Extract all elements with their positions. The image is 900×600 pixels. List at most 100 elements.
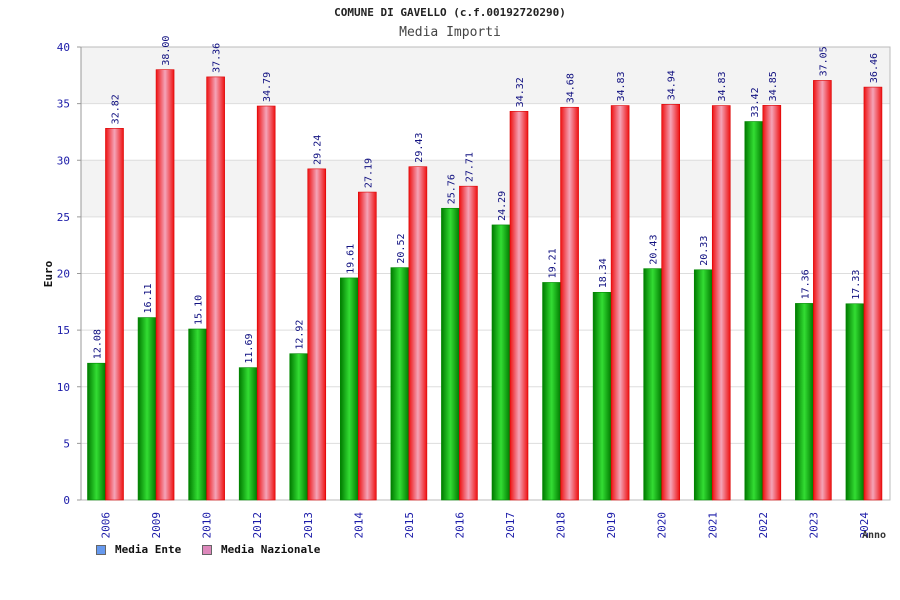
bar-media-ente-2023: [795, 303, 814, 501]
data-label-media-nazionale-2006: 32.82: [111, 94, 122, 124]
bar-media-nazionale-2010: [206, 76, 225, 501]
data-label-media-ente-2016: 25.76: [446, 174, 457, 204]
bar-media-nazionale-2021: [711, 105, 731, 501]
data-label-media-nazionale-2021: 34.83: [717, 71, 728, 101]
bar-media-ente-2020: [643, 268, 662, 501]
data-label-media-nazionale-2009: 38.00: [161, 36, 172, 66]
data-label-media-nazionale-2016: 27.71: [464, 152, 475, 182]
x-tick-label: 2012: [251, 512, 264, 539]
bar-media-nazionale-2016: [459, 185, 478, 501]
data-label-media-ente-2009: 16.11: [143, 283, 154, 313]
bar-media-ente-2013: [289, 353, 309, 501]
x-axis-label: Anno: [862, 530, 886, 541]
bar-media-ente-2012: [238, 367, 258, 501]
data-label-media-nazionale-2015: 29.43: [414, 133, 425, 163]
bar-media-nazionale-2012: [256, 105, 276, 501]
y-tick-label: 15: [57, 324, 70, 337]
data-label-media-nazionale-2024: 36.46: [869, 53, 880, 83]
data-label-media-ente-2020: 20.43: [649, 235, 660, 265]
data-label-media-ente-2017: 24.29: [497, 191, 508, 221]
data-label-media-nazionale-2017: 34.32: [515, 77, 526, 107]
bar-media-nazionale-2015: [408, 166, 428, 501]
bar-media-nazionale-2023: [813, 80, 832, 501]
data-label-media-ente-2013: 12.92: [295, 320, 306, 350]
y-tick-label: 20: [57, 268, 70, 281]
bar-media-ente-2024: [845, 303, 865, 501]
data-label-media-nazionale-2010: 37.36: [212, 43, 223, 73]
bar-media-nazionale-2024: [863, 86, 883, 501]
x-tick-label: 2014: [352, 512, 365, 539]
x-tick-label: 2015: [403, 512, 416, 539]
data-label-media-nazionale-2023: 37.05: [818, 46, 829, 76]
data-label-media-nazionale-2012: 34.79: [262, 72, 273, 102]
data-label-media-nazionale-2018: 34.68: [566, 73, 577, 103]
data-label-media-ente-2022: 33.42: [750, 87, 761, 117]
x-tick-label: 2019: [605, 512, 618, 539]
bar-media-ente-2021: [693, 269, 713, 501]
bar-media-ente-2009: [137, 317, 157, 501]
x-tick-label: 2024: [858, 512, 871, 539]
data-label-media-ente-2006: 12.08: [93, 329, 104, 359]
x-tick-label: 2023: [807, 512, 820, 539]
data-label-media-ente-2023: 17.36: [800, 269, 811, 299]
bar-media-ente-2019: [592, 291, 612, 501]
bar-media-nazionale-2013: [307, 168, 327, 501]
bar-media-ente-2006: [87, 362, 106, 501]
y-tick-label: 10: [57, 381, 70, 394]
x-tick-label: 2009: [150, 512, 163, 539]
x-tick-label: 2010: [201, 512, 214, 539]
legend-label-media-nazionale: Media Nazionale: [221, 543, 321, 556]
legend-swatch-media-nazionale: [202, 544, 212, 555]
bar-media-nazionale-2020: [661, 104, 680, 501]
data-label-media-ente-2021: 20.33: [699, 236, 710, 266]
x-tick-label: 2017: [504, 512, 517, 539]
data-label-media-ente-2024: 17.33: [851, 270, 862, 300]
bar-media-ente-2015: [390, 267, 410, 501]
data-label-media-ente-2014: 19.61: [345, 244, 356, 274]
bar-media-nazionale-2006: [105, 128, 124, 501]
bar-media-nazionale-2022: [762, 105, 782, 501]
data-label-media-ente-2015: 20.52: [396, 234, 407, 264]
legend-swatch-media-ente: [96, 544, 106, 555]
bar-media-nazionale-2014: [358, 191, 377, 501]
y-tick-label: 0: [63, 494, 70, 507]
bar-media-ente-2017: [491, 224, 511, 501]
data-label-media-ente-2018: 19.21: [548, 248, 559, 278]
bar-media-ente-2010: [188, 328, 207, 501]
legend-item-media-nazionale: Media Nazionale: [202, 543, 320, 556]
x-tick-label: 2013: [302, 512, 315, 539]
x-tick-label: 2022: [757, 512, 770, 539]
y-axis-label: Euro: [42, 260, 55, 287]
data-label-media-nazionale-2014: 27.19: [363, 158, 374, 188]
x-tick-label: 2018: [555, 512, 568, 539]
bar-media-ente-2022: [744, 121, 764, 501]
data-label-media-nazionale-2019: 34.83: [616, 71, 627, 101]
x-tick-label: 2020: [656, 512, 669, 539]
y-tick-label: 5: [63, 437, 70, 450]
legend-item-media-ente: Media Ente: [96, 543, 181, 556]
data-label-media-ente-2019: 18.34: [598, 258, 609, 288]
data-label-media-nazionale-2022: 34.85: [768, 71, 779, 101]
y-tick-label: 40: [57, 41, 70, 54]
bar-media-ente-2016: [441, 207, 460, 501]
y-tick-label: 25: [57, 211, 70, 224]
data-label-media-nazionale-2013: 29.24: [313, 135, 324, 165]
legend-label-media-ente: Media Ente: [115, 543, 182, 556]
x-tick-label: 2016: [453, 512, 466, 539]
x-tick-label: 2006: [100, 512, 113, 539]
bar-media-nazionale-2018: [560, 106, 579, 501]
data-label-media-ente-2010: 15.10: [194, 295, 205, 325]
bar-media-nazionale-2017: [509, 111, 529, 501]
y-tick-label: 35: [57, 98, 70, 111]
y-tick-label: 30: [57, 154, 70, 167]
chart-subtitle: Media Importi: [399, 25, 501, 40]
data-label-media-ente-2012: 11.69: [244, 334, 255, 364]
data-label-media-nazionale-2020: 34.94: [667, 70, 678, 100]
bar-media-nazionale-2009: [155, 69, 175, 501]
bar-media-ente-2014: [340, 277, 359, 501]
chart-title: COMUNE DI GAVELLO (c.f.00192720290): [334, 6, 566, 19]
bar-media-nazionale-2019: [610, 105, 630, 501]
bar-media-ente-2018: [542, 282, 561, 501]
